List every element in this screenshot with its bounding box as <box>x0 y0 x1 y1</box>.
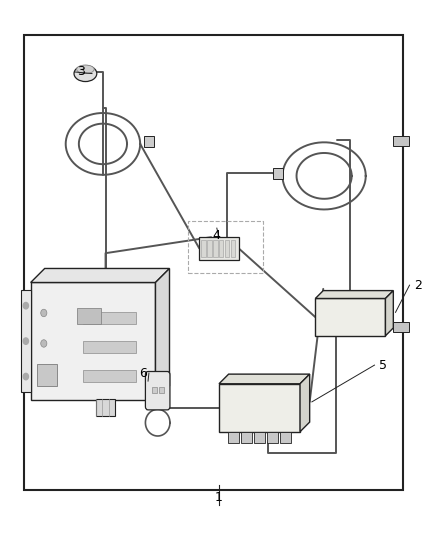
Bar <box>315 298 385 336</box>
Bar <box>152 387 157 393</box>
Text: 2: 2 <box>414 279 422 292</box>
Polygon shape <box>385 290 393 336</box>
Bar <box>24 35 403 490</box>
Bar <box>207 240 212 257</box>
Bar <box>267 432 279 443</box>
Bar <box>393 322 409 332</box>
Bar <box>83 341 136 353</box>
Bar <box>21 290 31 392</box>
Circle shape <box>23 303 28 309</box>
Bar <box>240 432 252 443</box>
Bar <box>31 282 155 400</box>
Ellipse shape <box>74 66 97 82</box>
Text: 3: 3 <box>77 66 85 78</box>
Polygon shape <box>31 269 170 282</box>
Bar <box>96 399 115 416</box>
Bar <box>225 240 229 257</box>
Text: 4: 4 <box>213 229 221 242</box>
Bar <box>231 240 235 257</box>
Bar <box>219 384 300 432</box>
Circle shape <box>23 373 28 380</box>
Circle shape <box>41 309 47 317</box>
Bar <box>199 237 239 260</box>
Polygon shape <box>300 374 310 432</box>
Ellipse shape <box>77 65 94 74</box>
Polygon shape <box>219 374 310 384</box>
Circle shape <box>41 340 47 347</box>
Text: 5: 5 <box>379 359 387 372</box>
Polygon shape <box>155 269 170 400</box>
Bar <box>83 312 136 324</box>
Bar <box>37 365 57 386</box>
Text: 1: 1 <box>215 491 223 504</box>
Bar <box>213 240 218 257</box>
Bar <box>228 432 239 443</box>
Bar <box>280 432 292 443</box>
Bar <box>159 387 164 393</box>
Bar <box>254 432 265 443</box>
Bar <box>77 308 101 324</box>
Circle shape <box>23 338 28 344</box>
Bar <box>83 370 136 382</box>
Bar <box>188 221 263 273</box>
Bar <box>201 240 206 257</box>
FancyBboxPatch shape <box>145 372 170 410</box>
Polygon shape <box>315 290 393 298</box>
Bar <box>393 136 409 146</box>
Bar <box>273 168 283 179</box>
Circle shape <box>41 370 47 378</box>
Text: 6: 6 <box>139 367 147 379</box>
Bar <box>219 240 223 257</box>
Bar <box>144 136 154 147</box>
